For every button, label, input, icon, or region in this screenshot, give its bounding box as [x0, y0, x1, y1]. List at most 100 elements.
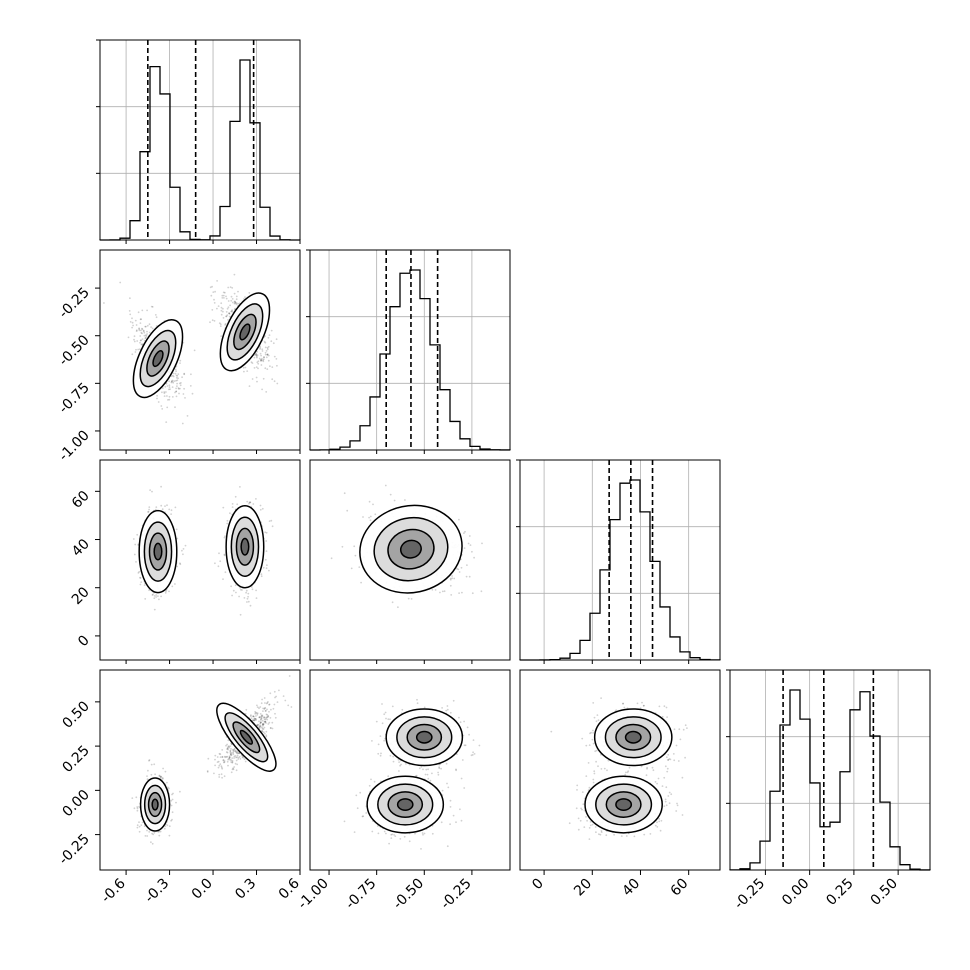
- sample-point: [275, 695, 277, 698]
- sample-point: [214, 754, 217, 757]
- sample-point: [159, 775, 162, 778]
- sample-point: [269, 727, 272, 729]
- sample-point: [455, 768, 457, 771]
- sample-point: [258, 357, 261, 360]
- sample-point: [175, 376, 178, 379]
- sample-point: [218, 322, 221, 325]
- sample-point: [230, 754, 232, 756]
- sample-point: [446, 845, 449, 848]
- sample-point: [478, 744, 481, 747]
- sample-point: [392, 755, 395, 758]
- density-panel-frame: [99, 459, 301, 661]
- sample-point: [137, 311, 140, 314]
- sample-point: [592, 778, 595, 781]
- sample-point: [266, 353, 269, 356]
- sample-point: [437, 773, 440, 776]
- sample-point: [259, 508, 262, 511]
- sample-point: [155, 594, 158, 596]
- density-panel-bg: [100, 250, 300, 450]
- sample-point: [163, 827, 166, 830]
- sample-point: [235, 769, 238, 772]
- sample-point: [161, 508, 164, 511]
- sample-point: [146, 835, 149, 837]
- sample-point: [170, 819, 173, 822]
- sample-point: [261, 698, 263, 701]
- sample-point: [255, 376, 258, 379]
- sample-point: [228, 756, 231, 758]
- sample-point: [249, 604, 252, 607]
- sample-point: [250, 586, 253, 588]
- contour-level: [396, 798, 414, 811]
- sample-point: [170, 375, 173, 378]
- sample-point: [465, 575, 468, 578]
- sample-point: [449, 711, 452, 714]
- sample-point: [148, 506, 151, 508]
- sample-point: [261, 388, 263, 391]
- sample-point: [220, 302, 223, 305]
- sample-point: [119, 281, 122, 284]
- sample-point: [455, 821, 457, 824]
- sample-point: [175, 387, 178, 390]
- sample-point: [223, 536, 226, 539]
- sample-point: [170, 509, 173, 512]
- sample-point: [133, 340, 136, 343]
- sample-point: [343, 492, 346, 495]
- sample-point: [140, 339, 142, 341]
- sample-point: [223, 554, 226, 557]
- sample-point: [209, 321, 211, 324]
- sample-point: [141, 338, 144, 340]
- sample-point: [175, 374, 178, 377]
- sample-point: [214, 758, 216, 761]
- sample-point: [407, 597, 410, 600]
- sample-point: [219, 325, 222, 327]
- sample-point: [260, 702, 263, 705]
- sample-point: [189, 385, 192, 387]
- sample-point: [423, 832, 426, 835]
- sample-point: [177, 373, 180, 375]
- sample-point: [146, 324, 149, 327]
- sample-point: [151, 594, 154, 596]
- sample-point: [227, 286, 230, 289]
- sample-point: [138, 805, 141, 808]
- sample-point: [191, 392, 194, 395]
- sample-point: [143, 331, 146, 334]
- sample-point: [445, 762, 448, 765]
- sample-point: [414, 832, 416, 835]
- sample-point: [221, 776, 224, 779]
- sample-point: [228, 315, 231, 318]
- sample-point: [372, 503, 374, 506]
- sample-point: [235, 303, 238, 306]
- sample-point: [139, 348, 141, 351]
- sample-point: [268, 710, 270, 713]
- sample-point: [229, 286, 232, 288]
- sample-point: [231, 310, 233, 313]
- sample-point: [170, 381, 173, 384]
- sample-point: [172, 375, 175, 378]
- sample-point: [177, 387, 180, 389]
- sample-point: [146, 775, 148, 777]
- sample-point: [222, 506, 225, 509]
- sample-point: [213, 298, 215, 301]
- sample-point: [369, 515, 372, 518]
- sample-point: [235, 295, 238, 298]
- sample-point: [261, 507, 264, 510]
- sample-point: [252, 503, 255, 505]
- sample-point: [261, 727, 264, 730]
- sample-point: [211, 285, 214, 288]
- sample-point: [220, 313, 223, 316]
- sample-point: [676, 804, 679, 807]
- sample-point: [222, 578, 224, 580]
- sample-point: [157, 595, 159, 597]
- sample-point: [437, 771, 439, 774]
- sample-point: [269, 692, 272, 695]
- sample-point: [379, 735, 382, 737]
- sample-point: [170, 513, 173, 515]
- sample-point: [231, 287, 234, 289]
- sample-point: [427, 768, 429, 771]
- sample-point: [264, 335, 266, 337]
- sample-point: [148, 759, 150, 762]
- sample-point: [254, 353, 256, 356]
- sample-point: [164, 385, 167, 388]
- sample-point: [193, 349, 196, 352]
- sample-point: [245, 589, 248, 592]
